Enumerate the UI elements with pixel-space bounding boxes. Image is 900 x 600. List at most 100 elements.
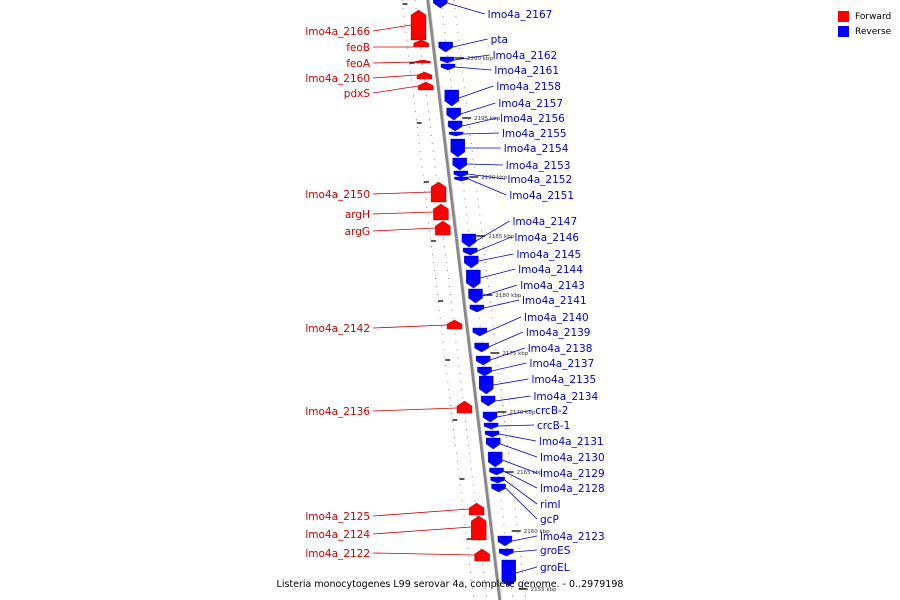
label-lmo4a-2136: lmo4a_2136 xyxy=(305,406,370,418)
label-line-lmo4a-2137 xyxy=(491,362,527,372)
label-line-lmo4a-2147 xyxy=(475,220,510,242)
label-line-lmo4a-2130 xyxy=(500,443,538,458)
scale-label-3: 2185 kbp xyxy=(488,234,514,240)
label-line-lmo4a-2140 xyxy=(486,316,522,333)
reverse-gene-rimi xyxy=(490,476,505,484)
label-line-lmo4a-2128 xyxy=(503,470,538,489)
reverse-gene-lmo4a-2161 xyxy=(440,63,456,71)
label-lmo4a-2162: lmo4a_2162 xyxy=(493,50,558,62)
reverse-gene-lmo4a-2143 xyxy=(468,288,483,304)
forward-gene-argg xyxy=(435,220,451,236)
label-line-lmo4a-2123 xyxy=(511,535,538,542)
label-line-lmo4a-2155 xyxy=(463,132,499,135)
forward-gene-lmo4a-2136 xyxy=(456,400,473,414)
label-lmo4a-2122: lmo4a_2122 xyxy=(305,548,370,560)
reverse-gene-lmo4a-2145 xyxy=(464,255,479,269)
label-lmo4a-2131: lmo4a_2131 xyxy=(539,436,604,448)
reverse-gene-lmo4a-2151 xyxy=(454,176,469,182)
reverse-gene-lmo4a-2144 xyxy=(466,269,481,289)
label-line-lmo4a-2144 xyxy=(480,268,516,279)
label-line-lmo4a-2157 xyxy=(460,102,496,115)
label-lmo4a-2125: lmo4a_2125 xyxy=(305,511,370,523)
label-lmo4a-2151: lmo4a_2151 xyxy=(509,190,574,202)
label-lmo4a-2138: lmo4a_2138 xyxy=(528,343,593,355)
label-rimi: rimI xyxy=(540,499,561,511)
reverse-gene-lmo4a-2129 xyxy=(488,451,503,468)
label-feob: feoB xyxy=(346,42,370,54)
genome-backbone xyxy=(426,0,503,600)
label-line-pdxs xyxy=(372,85,419,94)
label-line-lmo4a-2146 xyxy=(476,236,512,252)
label-line-rimi xyxy=(504,479,538,505)
label-lmo4a-2154: lmo4a_2154 xyxy=(504,143,569,155)
label-lmo4a-2146: lmo4a_2146 xyxy=(514,232,579,244)
label-lmo4a-2155: lmo4a_2155 xyxy=(502,128,567,140)
label-line-lmo4a-2145 xyxy=(478,253,514,262)
scale-label-1: 2195 kbp xyxy=(474,116,500,122)
label-line-lmo4a-2125 xyxy=(372,508,470,517)
label-lmo4a-2139: lmo4a_2139 xyxy=(526,327,591,339)
label-line-lmo4a-2153 xyxy=(466,163,503,166)
label-lmo4a-2141: lmo4a_2141 xyxy=(522,295,587,307)
backbone-highlight xyxy=(429,0,503,600)
label-feoa: feoA xyxy=(346,58,371,70)
label-lmo4a-2158: lmo4a_2158 xyxy=(496,81,561,93)
forward-gene-lmo4a-2124 xyxy=(471,515,487,541)
reverse-gene-crcb-2 xyxy=(482,411,498,423)
label-line-lmo4a-2150 xyxy=(372,191,432,195)
reverse-gene-lmo4a-2123 xyxy=(497,535,513,547)
legend-forward-label: Forward xyxy=(855,11,892,22)
label-line-lmo4a-2160 xyxy=(372,74,418,79)
label-groel: groEL xyxy=(540,562,570,574)
reverse-gene-lmo4a-2139 xyxy=(474,342,489,353)
reverse-gene-pta xyxy=(438,41,453,53)
reverse-gene-lmo4a-2154 xyxy=(450,138,465,158)
scale-label-8: 2160 kbp xyxy=(524,529,550,535)
label-lmo4a-2152: lmo4a_2152 xyxy=(507,174,572,186)
label-pdxs: pdxS xyxy=(344,88,371,100)
forward-gene-lmo4a-2150 xyxy=(430,181,447,203)
label-line-argg xyxy=(372,227,436,232)
label-line-pta xyxy=(452,38,488,48)
forward-gene-lmo4a-2166 xyxy=(410,9,427,41)
label-line-lmo4a-2167 xyxy=(447,2,485,15)
map-caption: Listeria monocytogenes L99 serovar 4a, c… xyxy=(276,579,624,590)
forward-gene-pdxs xyxy=(418,81,434,91)
label-line-lmo4a-2139 xyxy=(488,331,524,348)
label-lmo4a-2144: lmo4a_2144 xyxy=(518,264,583,276)
reverse-gene-gcp xyxy=(491,483,506,493)
scale-label-5: 2175 kbp xyxy=(502,351,528,357)
reverse-gene-lmo4a-2146 xyxy=(462,247,478,256)
reverse-gene-lmo4a-2155 xyxy=(448,131,464,137)
backbone-line xyxy=(426,0,502,600)
label-line-lmo4a-2142 xyxy=(372,324,448,329)
label-line-lmo4a-2124 xyxy=(372,526,472,535)
label-lmo4a-2140: lmo4a_2140 xyxy=(524,312,589,324)
label-line-lmo4a-2131 xyxy=(499,433,536,442)
label-lmo4a-2153: lmo4a_2153 xyxy=(506,160,571,172)
gene-features xyxy=(410,0,516,587)
label-line-lmo4a-2138 xyxy=(490,347,525,361)
label-groes: groES xyxy=(540,545,571,557)
reverse-gene-lmo4a-2152 xyxy=(453,170,469,178)
label-line-lmo4a-2151 xyxy=(468,178,507,196)
legend: Forward Reverse xyxy=(838,9,891,39)
label-lmo4a-2166: lmo4a_2166 xyxy=(305,26,370,38)
forward-swatch xyxy=(838,11,849,22)
label-line-lmo4a-2136 xyxy=(372,407,457,412)
label-line-lmo4a-2141 xyxy=(483,299,520,309)
label-lmo4a-2145: lmo4a_2145 xyxy=(516,249,581,261)
reverse-gene-lmo4a-2134 xyxy=(480,395,496,407)
label-lmo4a-2135: lmo4a_2135 xyxy=(531,374,596,386)
reverse-gene-lmo4a-2167 xyxy=(433,0,448,9)
reverse-gene-crcb-1 xyxy=(483,422,499,430)
label-gcp: gcP xyxy=(540,514,559,526)
label-lmo4a-2143: lmo4a_2143 xyxy=(520,280,585,292)
reverse-gene-lmo4a-2157 xyxy=(446,107,461,121)
label-line-lmo4a-2152 xyxy=(467,173,505,180)
reverse-gene-lmo4a-2156 xyxy=(447,120,463,132)
forward-gene-lmo4a-2160 xyxy=(416,71,433,80)
reverse-gene-lmo4a-2138 xyxy=(476,355,491,366)
